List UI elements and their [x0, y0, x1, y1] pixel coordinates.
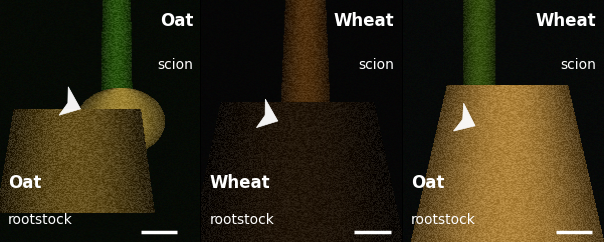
Text: Wheat: Wheat	[210, 174, 270, 192]
Text: Oat: Oat	[411, 174, 444, 192]
Text: rootstock: rootstock	[210, 213, 274, 227]
Text: rootstock: rootstock	[8, 213, 73, 227]
Polygon shape	[257, 99, 278, 128]
Text: scion: scion	[359, 58, 394, 72]
Text: rootstock: rootstock	[411, 213, 475, 227]
Text: Wheat: Wheat	[535, 12, 596, 30]
Text: Wheat: Wheat	[334, 12, 394, 30]
Text: Oat: Oat	[8, 174, 42, 192]
Text: scion: scion	[158, 58, 193, 72]
Polygon shape	[454, 103, 475, 131]
Text: scion: scion	[560, 58, 596, 72]
Text: Oat: Oat	[160, 12, 193, 30]
Polygon shape	[59, 87, 80, 115]
